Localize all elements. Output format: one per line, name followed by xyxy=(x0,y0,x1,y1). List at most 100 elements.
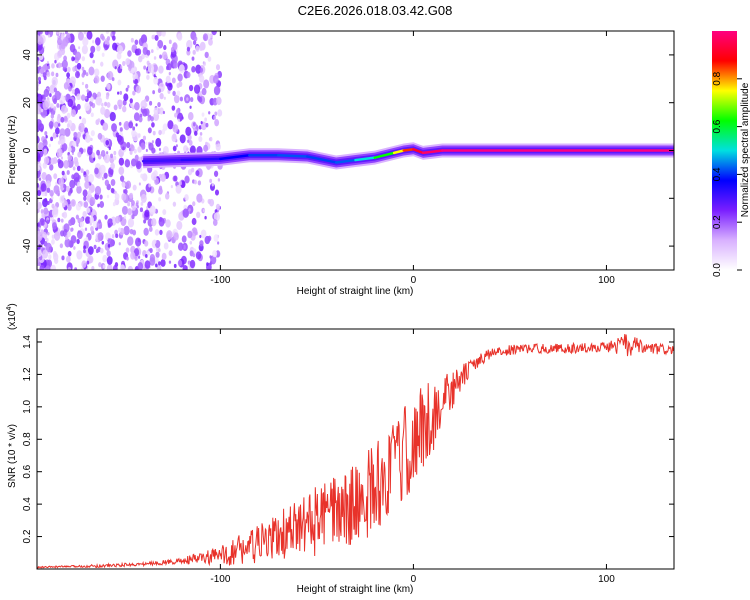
spectrogram-noise-blob xyxy=(129,98,133,104)
spectrogram-noise-blob xyxy=(37,165,40,172)
spectrogram-noise-blob xyxy=(51,71,55,77)
spectrogram-noise-blob xyxy=(53,106,57,111)
spectrogram-noise-blob xyxy=(198,125,202,130)
spectrogram-noise-blob xyxy=(84,181,90,189)
ridge-segment xyxy=(354,156,377,162)
spectrogram-noise-blob xyxy=(189,145,196,155)
spectrogram-noise-blob xyxy=(192,49,196,55)
spectrogram-noise-blob xyxy=(203,79,210,89)
spectrogram-noise-blob xyxy=(212,74,219,84)
ridge-segment xyxy=(373,151,396,159)
y-tick-label: -20 xyxy=(22,191,33,206)
spectrogram-noise-blob xyxy=(155,251,160,258)
spectrogram-noise-blob xyxy=(112,264,118,270)
spectrogram-noise-blob xyxy=(138,116,143,123)
spectrogram-noise-blob xyxy=(127,236,134,246)
colorbar-tick-label: 0.4 xyxy=(712,167,723,181)
spectrogram-noise-blob xyxy=(106,83,111,90)
spectrogram-noise-blob xyxy=(60,116,65,123)
spectrogram-noise-blob xyxy=(72,166,76,171)
spectrogram-noise-blob xyxy=(76,143,79,147)
spectrogram-noise-blob xyxy=(104,214,108,220)
spectrogram-noise-blob xyxy=(46,60,49,64)
spectrogram-noise-blob xyxy=(192,122,196,127)
spectrogram-noise-blob xyxy=(67,191,71,196)
spectrogram-noise-blob xyxy=(102,126,105,130)
spectrogram-noise-blob xyxy=(201,112,205,117)
spectrogram-noise-blob xyxy=(61,170,65,176)
spectrogram-noise-blob xyxy=(101,240,105,245)
y-tick-label: 1.4 xyxy=(22,335,33,349)
spectrogram-noise-blob xyxy=(127,208,133,216)
spectrogram-noise-blob xyxy=(51,234,55,239)
spectrogram-noise-blob xyxy=(162,145,169,155)
spectrogram-noise-blob xyxy=(45,242,52,253)
spectrogram-noise-blob xyxy=(161,252,167,261)
spectrogram-noise-blob xyxy=(60,33,65,40)
spectrogram-noise-blob xyxy=(213,212,221,222)
spectrogram-noise-blob xyxy=(156,31,163,37)
spectrogram-noise-blob xyxy=(73,172,80,182)
spectrogram-noise-blob xyxy=(83,248,86,254)
spectrogram-noise-blob xyxy=(66,255,71,263)
spectrogram-noise-blob xyxy=(145,141,148,145)
spectrogram-noise-blob xyxy=(134,101,140,111)
spectrogram-noise-blob xyxy=(161,31,167,37)
spectrogram-noise-blob xyxy=(65,185,70,192)
spectrogram-noise-blob xyxy=(150,218,157,227)
y-tick-label: 0 xyxy=(22,147,33,153)
spectrogram-noise-blob xyxy=(112,31,116,36)
spectrogram-noise-blob xyxy=(158,248,161,253)
spectrogram-noise-blob xyxy=(179,181,182,186)
spectrogram-noise-blob xyxy=(42,72,47,78)
spectrogram-noise-blob xyxy=(127,85,130,89)
spectrogram-noise-blob xyxy=(196,193,203,203)
spectrogram-noise-blob xyxy=(216,140,219,145)
snr-series-line xyxy=(37,334,674,569)
spectrogram-noise-blob xyxy=(111,35,116,41)
spectrogram-noise-blob xyxy=(199,67,204,73)
spectrogram-noise-blob xyxy=(122,60,126,67)
spectrogram-noise-blob xyxy=(196,211,201,219)
spectrogram-noise-blob xyxy=(82,189,88,197)
spectrogram-noise-blob xyxy=(163,96,166,100)
spectrogram-noise-blob xyxy=(92,39,95,44)
spectrogram-noise-blob xyxy=(125,180,132,189)
spectrogram-noise-blob xyxy=(102,264,106,269)
spectrogram-noise-blob xyxy=(161,51,168,60)
spectrogram-noise-blob xyxy=(200,121,203,125)
spectrogram-noise-blob xyxy=(110,187,115,194)
x-tick-label: -100 xyxy=(210,574,230,585)
spectrogram-noise-blob xyxy=(177,259,183,267)
spectrogram-noise-blob xyxy=(198,91,203,97)
spectrogram-panel: -100 0 100 -40 -20 0 20 40 Height of straight … xyxy=(7,30,675,297)
spectrogram-noise-blob xyxy=(111,234,115,239)
spectrogram-noise-blob xyxy=(191,167,195,173)
spectrogram-noise-blob xyxy=(37,35,44,45)
spectrogram-noise-blob xyxy=(78,46,81,50)
spectrogram-noise-blob xyxy=(56,148,63,158)
spectrogram-noise-blob xyxy=(107,70,114,81)
spectrogram-noise-blob xyxy=(185,126,192,136)
spectrogram-noise-blob xyxy=(86,31,93,40)
spectrogram-noise-blob xyxy=(82,131,85,135)
spectrogram-noise-blob xyxy=(146,60,150,66)
spectrogram-noise-blob xyxy=(158,65,164,74)
spectrogram-noise-blob xyxy=(209,136,213,142)
spectrogram-noise-blob xyxy=(83,148,86,153)
spectrogram-noise-blob xyxy=(188,84,194,92)
colorbar-gradient xyxy=(712,31,737,270)
spectrogram-noise-blob xyxy=(129,192,134,199)
spectrogram-noise-blob xyxy=(59,195,65,204)
spectrogram-noise-blob xyxy=(67,204,72,211)
spectrogram-noise-blob xyxy=(86,207,91,214)
spectrogram-noise-blob xyxy=(173,232,179,241)
spectrogram-noise-blob xyxy=(152,64,158,73)
spectrogram-noise-blob xyxy=(50,157,56,165)
spectrogram-noise-blob xyxy=(215,203,221,211)
spectrogram-y-ticks: -40 -20 0 20 40 xyxy=(22,49,674,253)
spectrogram-noise-blob xyxy=(156,46,159,51)
spectrogram-noise-blob xyxy=(88,66,95,76)
spectrogram-noise-blob xyxy=(187,134,192,141)
